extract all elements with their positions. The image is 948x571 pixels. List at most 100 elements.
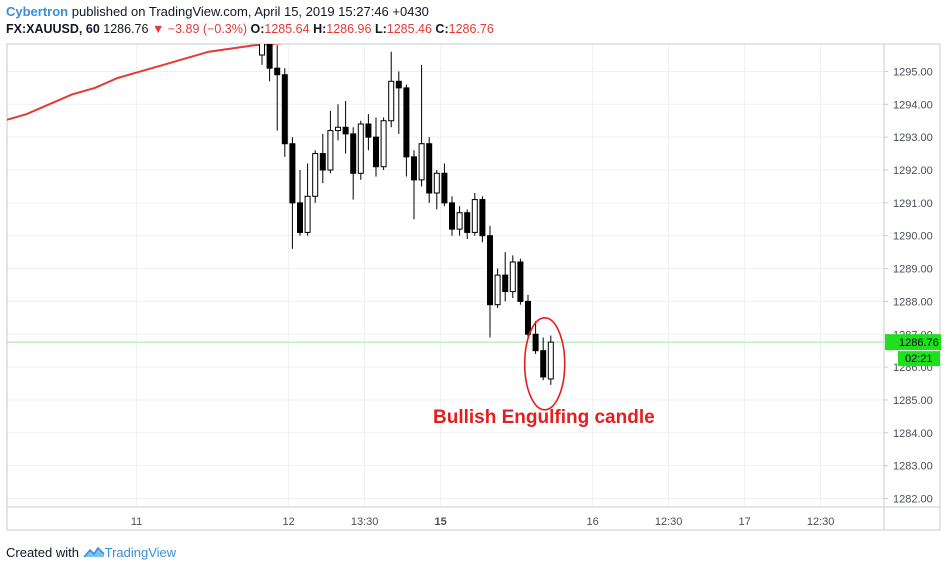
- symbol-info: FX:XAUUSD, 60 1286.76 ▼ −3.89 (−0.3%) O:…: [6, 22, 494, 36]
- candle-body-bear: [426, 143, 433, 194]
- tradingview-brand[interactable]: TradingView: [104, 545, 177, 560]
- candle: [350, 127, 357, 200]
- candle: [494, 268, 501, 308]
- last-price-tag: 1286.76 02:21: [885, 334, 941, 367]
- candle-body-bear: [532, 333, 539, 352]
- plot-area: Bullish Engulfing candle: [0, 32, 884, 428]
- open-value: 1285.64: [264, 22, 310, 36]
- close-label: C:: [435, 22, 449, 36]
- candle-body-bull: [327, 130, 334, 171]
- candle-body-bull: [388, 80, 395, 122]
- created-with-text: Created with: [6, 545, 79, 560]
- candle-body-bear: [297, 202, 303, 233]
- candle: [441, 163, 448, 207]
- candle-body-bull: [547, 341, 554, 380]
- y-tick-label: 1283.00: [893, 461, 933, 473]
- annotation-ellipse: [523, 317, 566, 411]
- y-tick-label: 1289.00: [893, 264, 933, 276]
- candle-body-bear: [289, 143, 296, 204]
- candle-body-bear: [342, 126, 349, 135]
- candle: [266, 44, 273, 82]
- y-tick-label: 1295.00: [893, 66, 933, 78]
- candle: [380, 117, 387, 170]
- symbol-name[interactable]: FX:XAUUSD, 60: [6, 22, 100, 36]
- candle: [525, 294, 531, 338]
- candle-body-bear: [411, 156, 417, 181]
- candle-body-bull: [304, 195, 311, 233]
- x-tick-label: 16: [586, 516, 598, 528]
- chart-frame: [6, 43, 941, 531]
- candle: [357, 120, 364, 180]
- candle: [289, 137, 296, 249]
- candle: [509, 255, 516, 299]
- tradingview-logo-icon: [83, 546, 105, 558]
- x-tick-label: 11: [131, 516, 142, 528]
- candle-body-bear: [502, 274, 509, 293]
- candle-body-bull: [418, 143, 425, 181]
- candle-body-bear: [479, 199, 486, 237]
- y-tick-label: 1290.00: [893, 231, 933, 243]
- candle-body-bear: [540, 350, 547, 378]
- candle: [487, 225, 493, 338]
- moving-average-red: [7, 44, 285, 121]
- x-tick-label: 12:30: [655, 516, 683, 528]
- candle-body-bull: [357, 123, 364, 174]
- candle: [540, 337, 547, 381]
- candle: [479, 196, 486, 243]
- close-value: 1286.76: [448, 22, 494, 36]
- y-tick-label: 1291.00: [893, 198, 933, 210]
- candle-body-bull: [312, 153, 319, 197]
- candle: [335, 104, 341, 141]
- candle-body-bull: [456, 212, 463, 230]
- candle: [433, 170, 440, 210]
- high-label: H:: [313, 22, 327, 36]
- candle: [449, 196, 455, 236]
- candle: [281, 68, 288, 157]
- candles: [259, 44, 554, 385]
- candle: [297, 170, 303, 236]
- candle: [547, 335, 554, 385]
- candle: [365, 114, 372, 151]
- candle: [373, 117, 379, 177]
- candle: [464, 209, 471, 239]
- price-tag-value: 1286.76: [899, 337, 939, 349]
- candle-body-bear: [464, 212, 471, 233]
- candle: [319, 133, 326, 184]
- candle: [418, 64, 425, 187]
- countdown-bg: [898, 351, 940, 367]
- candle: [403, 84, 410, 177]
- candle-body-bear: [319, 153, 326, 171]
- price-tag-bg: [885, 334, 941, 351]
- grid: [7, 44, 884, 507]
- x-tick-label: 12: [282, 516, 294, 528]
- y-tick-label: 1285.00: [893, 395, 933, 407]
- candle-body-bear: [441, 172, 448, 204]
- candle-body-bull: [380, 120, 387, 168]
- candle-body-bull: [494, 274, 501, 306]
- low-label: L:: [374, 22, 387, 36]
- candle: [502, 252, 509, 302]
- x-tick-label: 15: [434, 516, 446, 528]
- high-value: 1286.96: [326, 22, 372, 36]
- author-name[interactable]: Cybertron: [6, 4, 69, 19]
- candle-body-bear: [274, 67, 281, 76]
- x-tick-label: 17: [738, 516, 750, 528]
- moving-average-cyan: [0, 32, 26, 94]
- price-change: −3.89 (−0.3%): [167, 22, 248, 36]
- candle: [274, 45, 281, 131]
- y-tick-label: 1284.00: [893, 428, 933, 440]
- candle: [304, 163, 311, 236]
- candle: [471, 192, 478, 236]
- low-value: 1285.46: [386, 22, 432, 36]
- candle: [327, 110, 334, 174]
- candle: [312, 150, 319, 203]
- countdown-value: 02:21: [905, 353, 933, 365]
- candle-body-bear: [281, 74, 288, 145]
- candle-body-bear: [487, 235, 493, 306]
- publish-info: Cybertron published on TradingView.com, …: [6, 4, 429, 19]
- x-tick-label: 13:30: [351, 516, 379, 528]
- candle: [532, 321, 539, 354]
- candle-body-bull: [471, 199, 478, 233]
- candle-body-bull: [433, 172, 440, 194]
